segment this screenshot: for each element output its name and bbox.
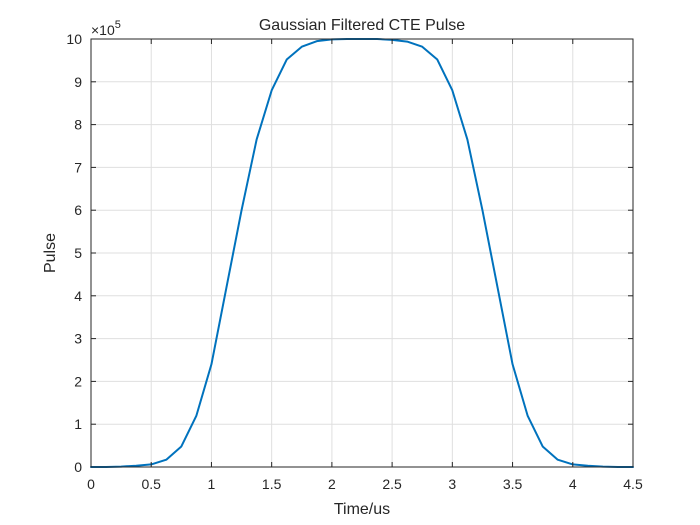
x-tick-label: 2 <box>328 476 336 492</box>
y-tick-labels: 0 1 2 3 4 5 6 7 8 9 10 <box>66 31 82 475</box>
x-tick-label: 3.5 <box>503 476 523 492</box>
x-tick-label: 4 <box>569 476 577 492</box>
y-tick-label: 6 <box>74 202 82 218</box>
y-tick-label: 10 <box>66 31 82 47</box>
y-tick-label: 1 <box>74 416 82 432</box>
chart-title: Gaussian Filtered CTE Pulse <box>259 17 465 34</box>
x-tick-label: 1.5 <box>262 476 282 492</box>
x-tick-label: 1 <box>208 476 216 492</box>
y-tick-label: 4 <box>74 288 82 304</box>
x-axis-label: Time/us <box>334 501 390 518</box>
y-tick-label: 3 <box>74 331 82 347</box>
y-exponent-base: ×10 <box>91 22 115 38</box>
y-tick-label: 7 <box>74 159 82 175</box>
y-tick-label: 2 <box>74 373 82 389</box>
y-tick-label: 9 <box>74 74 82 90</box>
x-tick-label: 3 <box>448 476 456 492</box>
x-tick-label: 0.5 <box>141 476 161 492</box>
y-tick-label: 8 <box>74 117 82 133</box>
y-exponent-multiplier: ×105 <box>91 19 121 38</box>
y-tick-label: 5 <box>74 245 82 261</box>
tick-marks <box>90 38 634 468</box>
y-exponent-power: 5 <box>115 19 121 31</box>
x-tick-labels: 0 0.5 1 1.5 2 2.5 3 3.5 4 4.5 <box>87 476 643 492</box>
y-axis-label: Pulse <box>42 233 59 273</box>
x-tick-label: 0 <box>87 476 95 492</box>
x-tick-label: 2.5 <box>382 476 402 492</box>
y-tick-label: 0 <box>74 459 82 475</box>
x-tick-label: 4.5 <box>623 476 643 492</box>
